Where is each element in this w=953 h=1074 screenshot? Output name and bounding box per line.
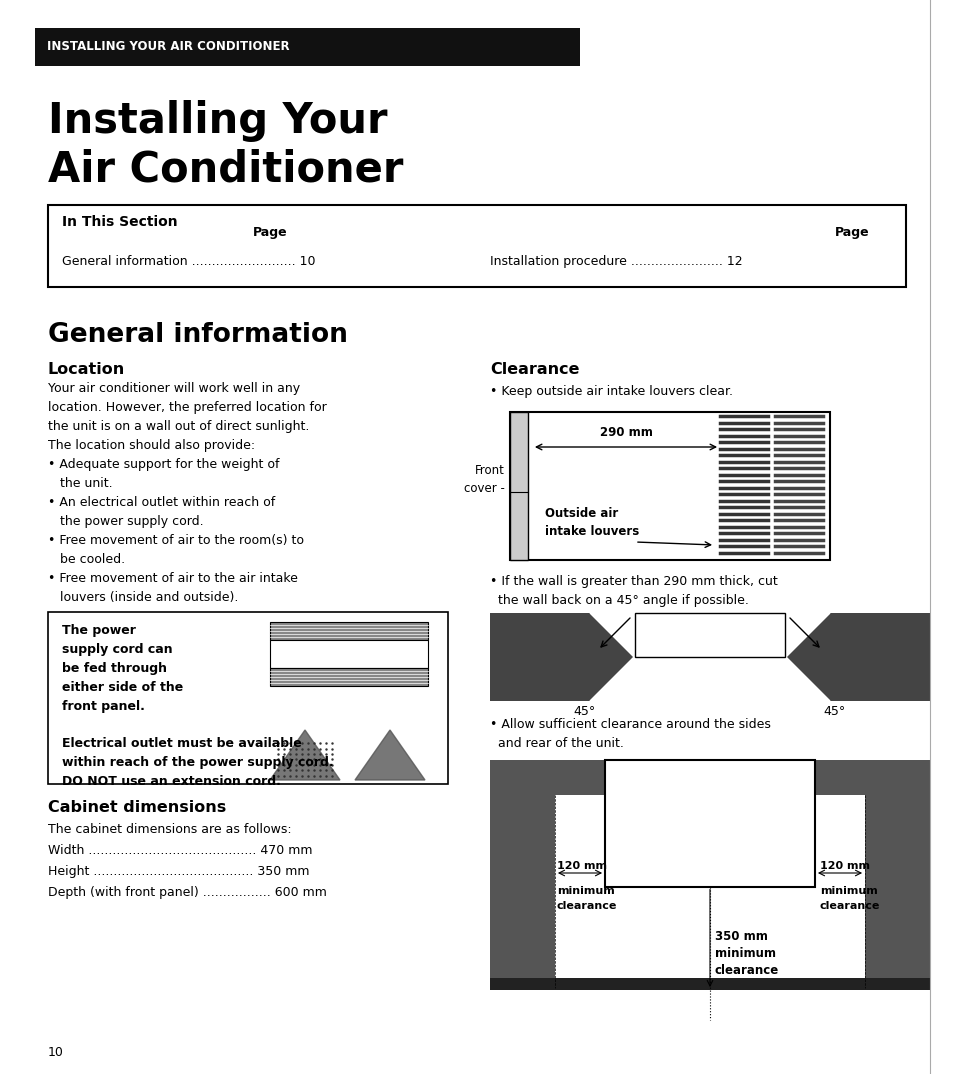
- Text: The location should also provide:: The location should also provide:: [48, 439, 254, 452]
- Text: Clearance: Clearance: [490, 362, 578, 377]
- Bar: [270, 668, 428, 686]
- Text: Your air conditioner will work well in any: Your air conditioner will work well in a…: [48, 382, 300, 395]
- Text: Electrical outlet must be available: Electrical outlet must be available: [62, 737, 301, 750]
- Text: minimum: minimum: [557, 886, 614, 896]
- Text: General information: General information: [48, 322, 348, 348]
- Text: within reach of the power supply cord.: within reach of the power supply cord.: [62, 756, 334, 769]
- Text: • Allow sufficient clearance around the sides: • Allow sufficient clearance around the …: [490, 719, 770, 731]
- Text: front panel.: front panel.: [62, 700, 145, 713]
- Text: the unit is on a wall out of direct sunlight.: the unit is on a wall out of direct sunl…: [48, 420, 309, 433]
- Text: Width .......................................... 470 mm: Width ..................................…: [48, 844, 313, 857]
- Text: Installation procedure ....................... 12: Installation procedure .................…: [490, 255, 741, 268]
- Bar: [490, 760, 929, 990]
- Bar: [635, 613, 784, 701]
- Text: the unit.: the unit.: [48, 477, 112, 490]
- Bar: [555, 795, 864, 990]
- Bar: [490, 795, 555, 990]
- Bar: [604, 760, 814, 886]
- Text: 45°: 45°: [823, 705, 845, 719]
- Text: either side of the: either side of the: [62, 681, 183, 694]
- Polygon shape: [784, 613, 829, 658]
- Bar: [864, 795, 929, 990]
- Text: location. However, the preferred location for: location. However, the preferred locatio…: [48, 401, 327, 413]
- Text: 10: 10: [48, 1046, 64, 1059]
- Text: • An electrical outlet within reach of: • An electrical outlet within reach of: [48, 496, 275, 509]
- Text: minimum: minimum: [714, 947, 775, 960]
- Bar: [270, 640, 428, 668]
- Bar: [270, 622, 428, 640]
- Text: clearance: clearance: [557, 901, 617, 911]
- Text: The power: The power: [62, 624, 135, 637]
- Text: Height ........................................ 350 mm: Height .................................…: [48, 865, 309, 879]
- Bar: [48, 612, 448, 784]
- Text: 120 mm: 120 mm: [820, 861, 869, 871]
- Text: clearance: clearance: [820, 901, 880, 911]
- Text: Cabinet dimensions: Cabinet dimensions: [48, 800, 226, 815]
- Text: • Keep outside air intake louvers clear.: • Keep outside air intake louvers clear.: [490, 384, 732, 398]
- Polygon shape: [355, 730, 424, 780]
- Text: General information .......................... 10: General information ....................…: [62, 255, 315, 268]
- Text: 290 mm: 290 mm: [598, 426, 652, 439]
- Text: • Free movement of air to the air intake: • Free movement of air to the air intake: [48, 572, 297, 585]
- Text: INSTALLING YOUR AIR CONDITIONER: INSTALLING YOUR AIR CONDITIONER: [47, 41, 290, 54]
- Text: Installing Your: Installing Your: [48, 100, 387, 142]
- Text: Page: Page: [253, 226, 287, 240]
- Text: be fed through: be fed through: [62, 662, 167, 674]
- Text: be cooled.: be cooled.: [48, 553, 125, 566]
- Text: supply cord can: supply cord can: [62, 643, 172, 656]
- Text: Location: Location: [48, 362, 125, 377]
- Bar: [490, 613, 929, 701]
- Polygon shape: [270, 730, 339, 780]
- Polygon shape: [589, 656, 635, 701]
- Text: 350 mm: 350 mm: [714, 930, 767, 943]
- Text: minimum: minimum: [820, 886, 877, 896]
- Bar: [490, 978, 929, 990]
- Text: Page: Page: [835, 226, 869, 240]
- Bar: [35, 28, 579, 66]
- Bar: [510, 412, 829, 560]
- Polygon shape: [589, 613, 635, 658]
- Text: • If the wall is greater than 290 mm thick, cut: • If the wall is greater than 290 mm thi…: [490, 575, 777, 587]
- Text: • Adequate support for the weight of: • Adequate support for the weight of: [48, 458, 279, 471]
- Polygon shape: [784, 656, 829, 701]
- Text: • Free movement of air to the room(s) to: • Free movement of air to the room(s) to: [48, 534, 304, 547]
- Text: the power supply cord.: the power supply cord.: [48, 516, 203, 528]
- Bar: [635, 613, 784, 657]
- Text: the wall back on a 45° angle if possible.: the wall back on a 45° angle if possible…: [497, 594, 748, 607]
- Text: clearance: clearance: [714, 964, 779, 977]
- Text: Depth (with front panel) ................. 600 mm: Depth (with front panel) ...............…: [48, 886, 327, 899]
- Bar: [510, 412, 527, 560]
- Text: The cabinet dimensions are as follows:: The cabinet dimensions are as follows:: [48, 823, 292, 836]
- Text: louvers (inside and outside).: louvers (inside and outside).: [48, 591, 238, 604]
- Text: Front: Front: [475, 464, 504, 477]
- Text: intake louvers: intake louvers: [544, 525, 639, 538]
- Text: cover -: cover -: [464, 482, 504, 495]
- Text: Air Conditioner: Air Conditioner: [48, 148, 403, 190]
- Text: In This Section: In This Section: [62, 215, 177, 229]
- Text: Outside air: Outside air: [544, 507, 618, 520]
- Text: 120 mm: 120 mm: [557, 861, 606, 871]
- Text: DO NOT use an extension cord.: DO NOT use an extension cord.: [62, 775, 280, 788]
- Text: 45°: 45°: [574, 705, 596, 719]
- Text: and rear of the unit.: and rear of the unit.: [497, 737, 623, 750]
- Bar: [48, 205, 905, 287]
